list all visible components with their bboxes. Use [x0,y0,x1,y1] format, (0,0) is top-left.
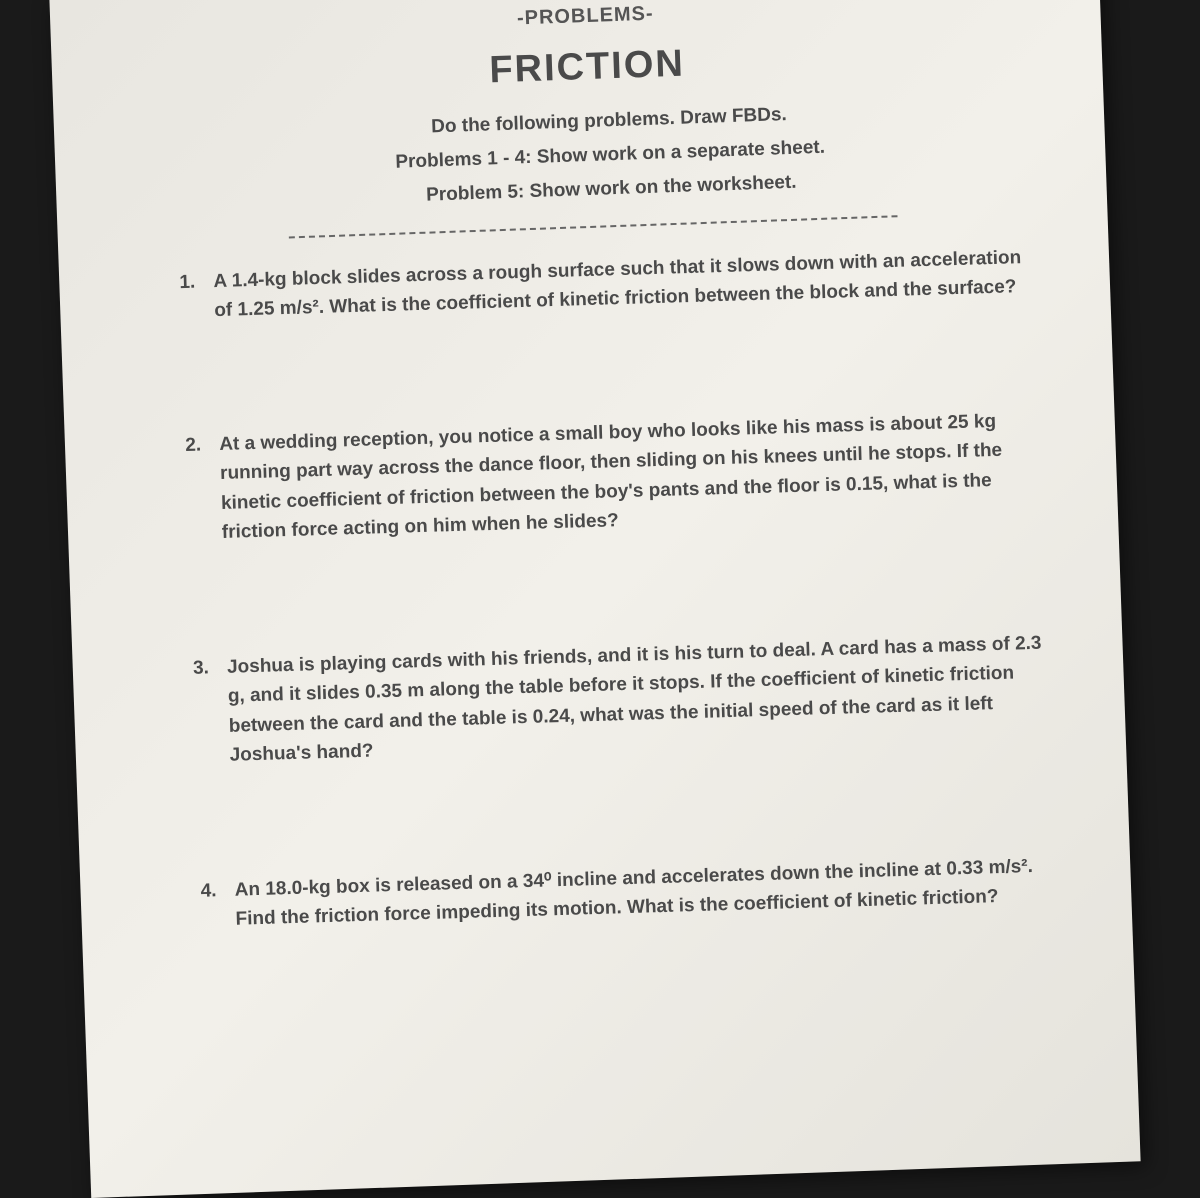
problem-item: 2. At a wedding reception, you notice a … [185,406,1038,549]
problem-text: Joshua is playing cards with his friends… [227,629,1046,771]
divider-line [288,215,897,238]
problem-number: 4. [200,876,230,936]
problem-item: 4. An 18.0-kg box is released on a 34⁰ i… [200,851,1051,935]
problem-text: An 18.0-kg box is released on a 34⁰ incl… [234,851,1051,934]
problem-item: 1. A 1.4-kg block slides across a rough … [179,242,1030,326]
worksheet-paper: DATE -PROBLEMS- FRICTION Do the followin… [49,0,1140,1198]
problem-number: 1. [179,267,209,327]
worksheet-title: FRICTION [152,31,1023,104]
problem-text: At a wedding reception, you notice a sma… [219,406,1038,548]
problem-number: 2. [185,431,216,550]
problems-list: 1. A 1.4-kg block slides across a rough … [159,240,1052,938]
problem-number: 3. [193,653,224,772]
instructions-block: Do the following problems. Draw FBDs. Pr… [194,90,1027,221]
problem-item: 3. Joshua is playing cards with his frie… [193,629,1046,772]
problem-text: A 1.4-kg block slides across a rough sur… [213,242,1030,325]
